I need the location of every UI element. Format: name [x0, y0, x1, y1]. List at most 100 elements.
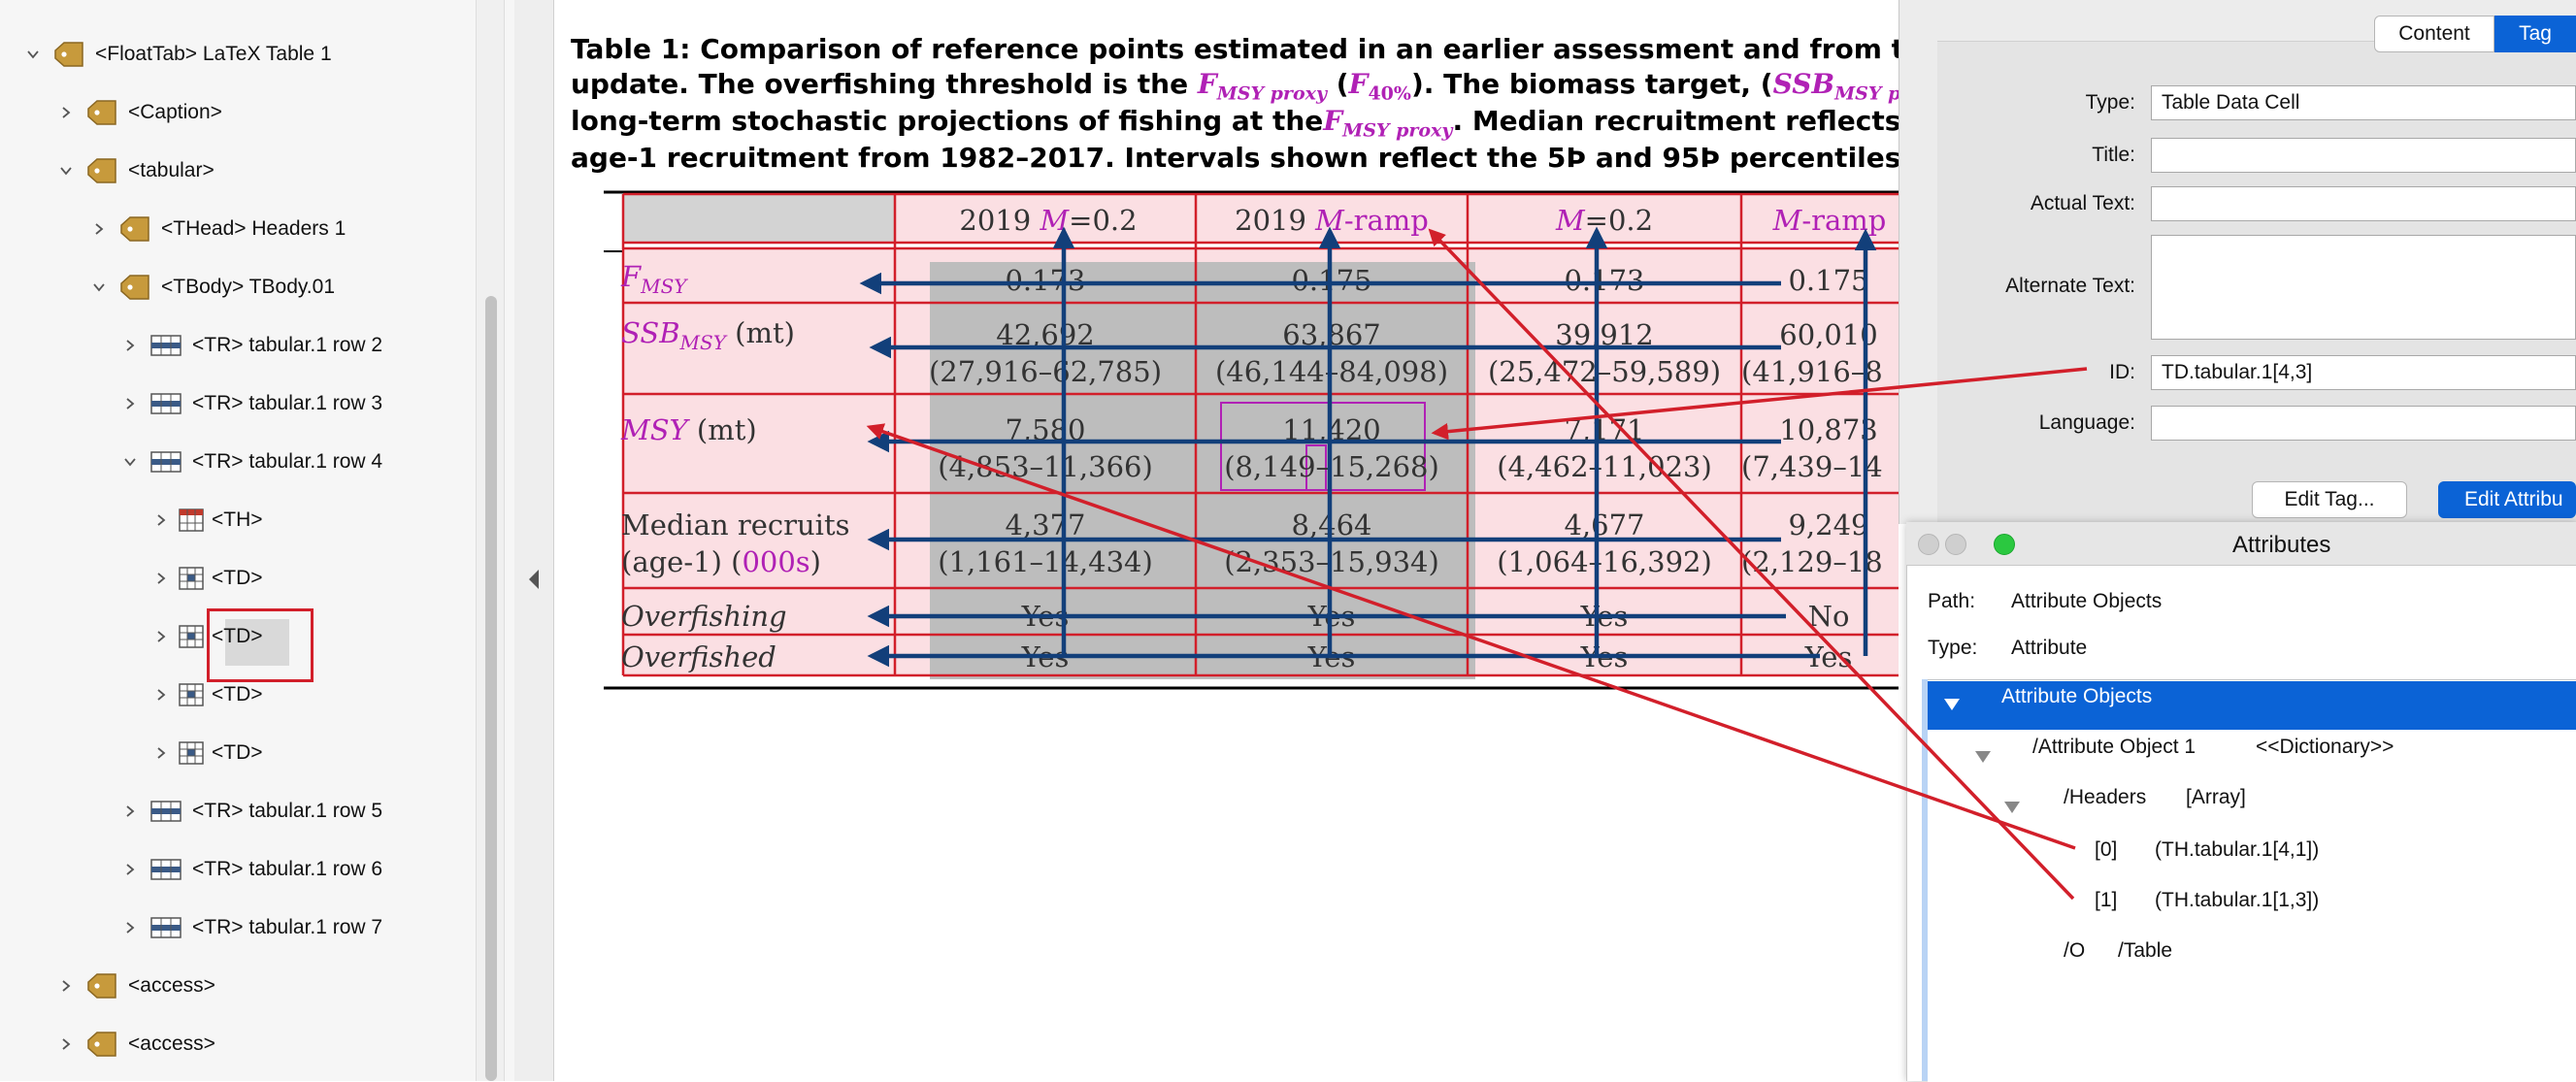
- tab-content[interactable]: Content: [2374, 16, 2494, 52]
- tree-item-row-2[interactable]: <TR> tabular.1 row 2: [118, 326, 382, 365]
- tree-item-access-1[interactable]: <access>: [54, 967, 215, 1005]
- math-ssb-proxy: SSBMSY proxy: [1773, 68, 1945, 105]
- type-field[interactable]: Table Data Cell: [2151, 85, 2576, 120]
- tree-item-label: <TR> tabular.1 row 4: [192, 450, 383, 473]
- actual-text-field[interactable]: [2151, 186, 2576, 221]
- tree-item-td-selected[interactable]: <TD>: [149, 617, 263, 656]
- table-row-icon: [149, 855, 182, 884]
- close-window-icon[interactable]: [1918, 534, 1939, 555]
- caption-text: ). The biomass target, (: [1410, 68, 1773, 100]
- tree-item-row-3[interactable]: <TR> tabular.1 row 3: [118, 384, 382, 423]
- tree-item-caption[interactable]: <Caption>: [54, 93, 222, 132]
- tree-scrollbar-thumb[interactable]: [485, 296, 497, 1081]
- chevron-right-icon[interactable]: [87, 217, 111, 241]
- tree-item-label: <FloatTab> LaTeX Table 1: [95, 43, 332, 65]
- headers-item-1-index[interactable]: [1]: [2095, 889, 2118, 911]
- tab-tag[interactable]: Tag: [2494, 16, 2576, 52]
- tag-icon: [85, 1030, 118, 1059]
- tree-item-label: <TR> tabular.1 row 2: [192, 334, 383, 356]
- chevron-right-icon[interactable]: [118, 392, 142, 415]
- chevron-right-icon[interactable]: [118, 334, 142, 357]
- table-cell-icon: [179, 622, 204, 651]
- id-field[interactable]: TD.tabular.1[4,3]: [2151, 355, 2576, 390]
- edit-tag-button[interactable]: Edit Tag...: [2252, 481, 2407, 518]
- tree-item-label: <THead> Headers 1: [161, 217, 347, 240]
- attribute-outline-list[interactable]: [1928, 679, 2576, 1082]
- minimize-window-icon[interactable]: [1945, 534, 1966, 555]
- edit-attributes-button[interactable]: Edit Attribu: [2438, 481, 2576, 518]
- tag-icon: [52, 40, 85, 69]
- disclosure-down-icon[interactable]: [2003, 800, 2021, 815]
- tree-item-row-6[interactable]: <TR> tabular.1 row 6: [118, 850, 382, 889]
- headers-item-0-index[interactable]: [0]: [2095, 838, 2118, 861]
- chevron-down-icon[interactable]: [54, 159, 78, 182]
- tree-item-floattab[interactable]: <FloatTab> LaTeX Table 1: [21, 35, 332, 74]
- tree-item-td-3[interactable]: <TD>: [149, 675, 263, 714]
- math-fmsy-proxy: FMSY proxy: [1323, 105, 1452, 142]
- attribute-object-kind: <<Dictionary>>: [2256, 736, 2394, 758]
- table-row-icon: [149, 913, 182, 942]
- label-math: SSB: [621, 316, 680, 349]
- tree-item-label: <TR> tabular.1 row 3: [192, 392, 383, 414]
- tree-item-row-4[interactable]: <TR> tabular.1 row 4: [118, 443, 382, 481]
- tree-item-th[interactable]: <TH>: [149, 501, 263, 540]
- chevron-right-icon[interactable]: [149, 741, 173, 765]
- chevron-right-icon[interactable]: [149, 625, 173, 648]
- tree-item-tbody[interactable]: <TBody> TBody.01: [87, 268, 335, 307]
- alternate-text-field[interactable]: [2151, 235, 2576, 340]
- math-symbol: F: [1323, 105, 1343, 137]
- chevron-down-icon[interactable]: [87, 276, 111, 299]
- math-subscript: MSY proxy: [1216, 82, 1327, 105]
- chevron-right-icon[interactable]: [54, 1033, 78, 1056]
- tree-item-label: <tabular>: [128, 159, 215, 181]
- tag-icon: [85, 971, 118, 1000]
- tree-item-label: <TH>: [212, 508, 263, 531]
- language-field[interactable]: [2151, 406, 2576, 441]
- chevron-right-icon[interactable]: [118, 858, 142, 881]
- headers-kind: [Array]: [2186, 786, 2246, 808]
- tree-item-td-1[interactable]: <TD>: [149, 559, 263, 598]
- chevron-right-icon[interactable]: [54, 101, 78, 124]
- table-header-cell-icon: [179, 506, 204, 535]
- math-symbol: F: [1197, 68, 1217, 100]
- chevron-down-icon[interactable]: [21, 43, 45, 66]
- path-label: Path:: [1928, 590, 1976, 612]
- zoom-window-icon[interactable]: [1994, 534, 2015, 555]
- chevron-right-icon[interactable]: [54, 974, 78, 998]
- attribute-object-key[interactable]: /Attribute Object 1: [2032, 736, 2196, 758]
- panel-splitter[interactable]: [514, 0, 554, 1081]
- tree-item-thead[interactable]: <THead> Headers 1: [87, 210, 346, 248]
- tree-item-td-4[interactable]: <TD>: [149, 734, 263, 772]
- row-label-ssbmsy: SSBMSY (mt): [621, 316, 795, 354]
- tree-item-access-2[interactable]: <access>: [54, 1025, 215, 1064]
- tree-item-row-5[interactable]: <TR> tabular.1 row 5: [118, 792, 382, 831]
- chevron-right-icon[interactable]: [118, 916, 142, 939]
- table-row-icon: [149, 447, 182, 476]
- chevron-down-icon[interactable]: [118, 450, 142, 474]
- caption-text: long-term stochastic projections of fish…: [571, 105, 1324, 137]
- caption-line-1: Table 1: Comparison of reference points …: [571, 33, 2065, 65]
- chevron-right-icon[interactable]: [149, 508, 173, 532]
- tree-item-row-7[interactable]: <TR> tabular.1 row 7: [118, 908, 382, 947]
- header-text: -ramp: [1343, 204, 1429, 237]
- headers-key[interactable]: /Headers: [2064, 786, 2147, 808]
- attribute-root-label: Attribute Objects: [2001, 685, 2153, 707]
- collapse-left-icon[interactable]: [526, 569, 542, 590]
- disclosure-down-icon[interactable]: [1974, 749, 1992, 765]
- tree-item-label: <TR> tabular.1 row 6: [192, 858, 383, 880]
- tree-item-tabular[interactable]: <tabular>: [54, 151, 215, 190]
- headers-item-0-value: (TH.tabular.1[4,1]): [2155, 838, 2320, 861]
- label-unit: (mt): [687, 413, 757, 446]
- table-row-icon: [149, 331, 182, 360]
- disclosure-down-icon[interactable]: [1943, 697, 1961, 712]
- chevron-right-icon[interactable]: [149, 683, 173, 706]
- o-key[interactable]: /O: [2064, 939, 2086, 962]
- chevron-right-icon[interactable]: [118, 800, 142, 823]
- math-subscript: MSY proxy: [1342, 119, 1453, 142]
- row-label-fmsy: FMSY: [621, 260, 687, 298]
- title-field[interactable]: [2151, 138, 2576, 173]
- chevron-right-icon[interactable]: [149, 567, 173, 590]
- field-label-actual-text: Actual Text:: [2030, 192, 2135, 214]
- table-cell-icon: [179, 680, 204, 709]
- label-text: ): [809, 545, 821, 578]
